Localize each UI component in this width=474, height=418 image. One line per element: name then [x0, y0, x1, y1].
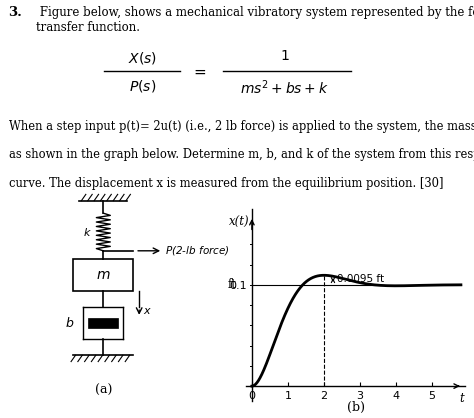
Text: $P$(2-lb force): $P$(2-lb force): [165, 244, 230, 257]
Text: When a step input p(t)= 2u(t) (i.e., 2 lb force) is applied to the system, the m: When a step input p(t)= 2u(t) (i.e., 2 l…: [9, 120, 474, 133]
Text: $b$: $b$: [65, 316, 74, 330]
Text: $ms^2 + bs + k$: $ms^2 + bs + k$: [240, 78, 328, 97]
Text: x(t): x(t): [229, 216, 250, 229]
Text: $m$: $m$: [96, 268, 110, 282]
Text: t: t: [459, 392, 464, 405]
Text: $\it{X(s)}$: $\it{X(s)}$: [128, 50, 157, 66]
Text: ft: ft: [228, 278, 237, 291]
Text: curve. The displacement x is measured from the equilibrium position. [30]: curve. The displacement x is measured fr…: [9, 176, 443, 190]
Text: 3.: 3.: [9, 6, 22, 19]
Text: (b): (b): [346, 401, 365, 414]
Bar: [88, 318, 118, 328]
Text: $x$: $x$: [143, 306, 152, 316]
Text: $1$: $1$: [280, 49, 289, 63]
Text: $=$: $=$: [191, 64, 207, 79]
Text: Figure below, shows a mechanical vibratory system represented by the following
t: Figure below, shows a mechanical vibrato…: [36, 6, 474, 34]
Text: $\it{P(s)}$: $\it{P(s)}$: [128, 78, 156, 94]
Bar: [73, 259, 133, 291]
Text: $k$: $k$: [83, 226, 92, 238]
Text: (a): (a): [95, 384, 112, 398]
Text: 0.0095 ft: 0.0095 ft: [337, 274, 384, 284]
Text: as shown in the graph below. Determine m, b, and k of the system from this respo: as shown in the graph below. Determine m…: [9, 148, 474, 161]
